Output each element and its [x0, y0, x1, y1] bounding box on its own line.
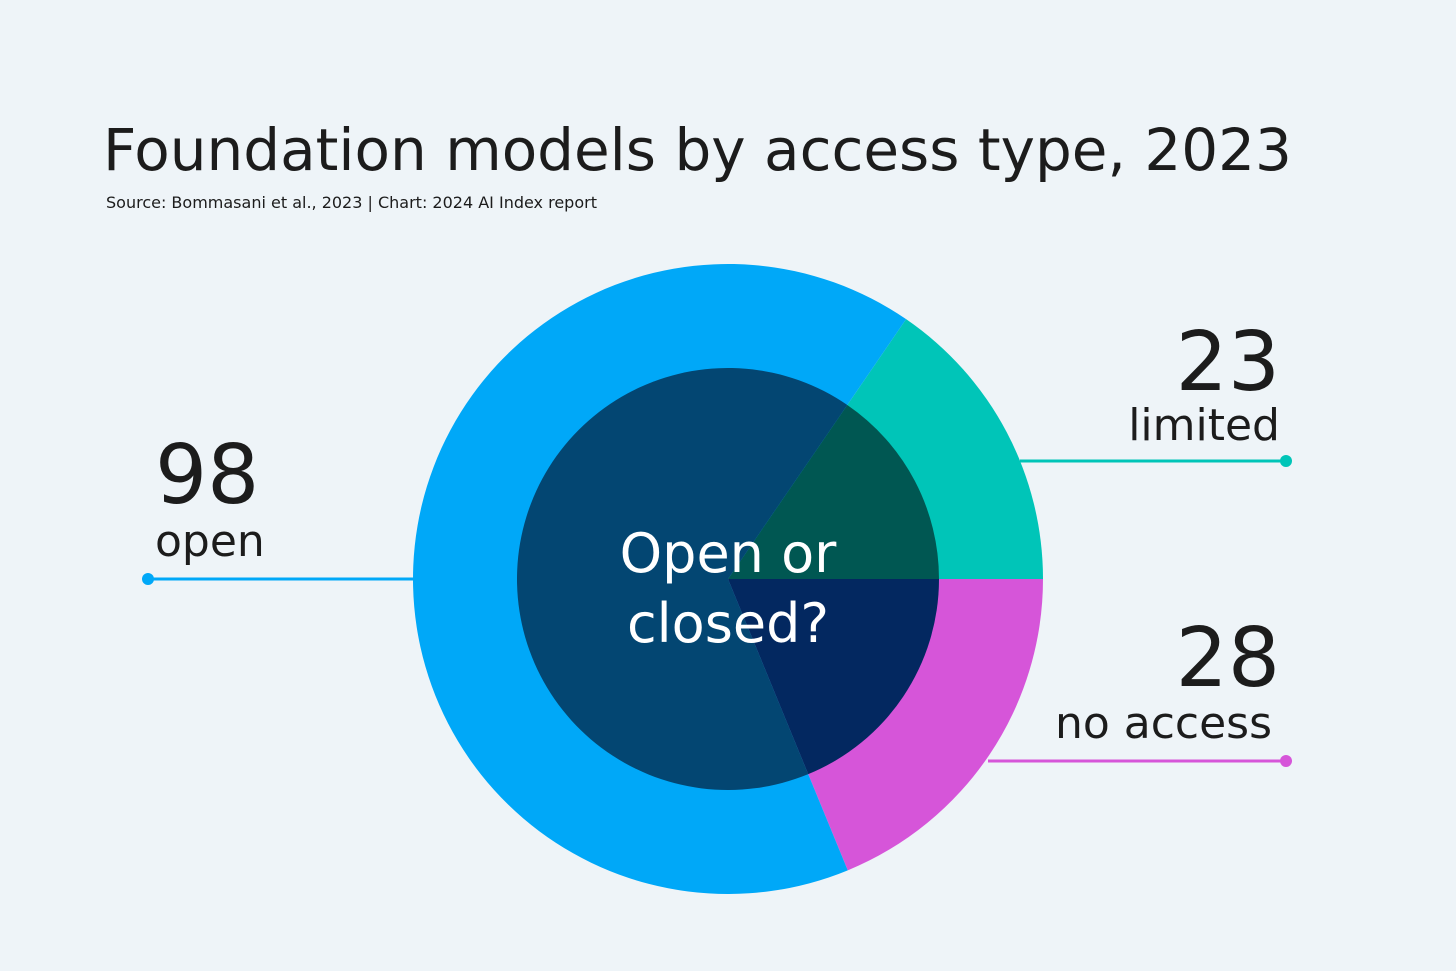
- value-label: 23: [1176, 315, 1280, 410]
- leader-dot: [1280, 755, 1292, 767]
- chart-title: Foundation models by access type, 2023: [103, 116, 1292, 184]
- inner-slice: [517, 368, 848, 790]
- inner-slice: [728, 579, 939, 775]
- chart-subtitle: Source: Bommasani et al., 2023 | Chart: …: [106, 193, 597, 212]
- inner-slice: [728, 404, 939, 579]
- value-label: 98: [155, 428, 259, 523]
- leader-dot: [1280, 455, 1292, 467]
- category-label: no access: [1055, 698, 1272, 749]
- category-label: limited: [1128, 400, 1280, 451]
- value-label: 28: [1176, 611, 1280, 706]
- center-label: Open or closed?: [619, 522, 837, 655]
- category-label: open: [155, 516, 265, 567]
- leader-dot: [142, 573, 154, 585]
